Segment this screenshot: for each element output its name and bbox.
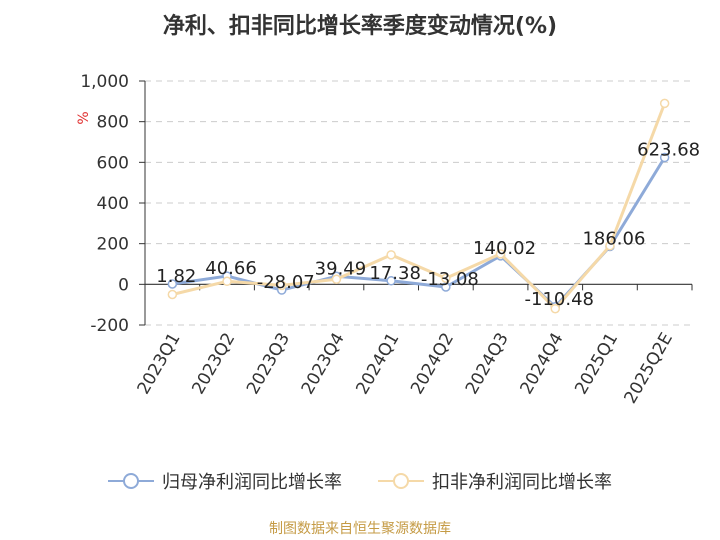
data-label: 623.68 [637, 140, 700, 161]
x-tick-label: 2024Q3 [462, 330, 513, 398]
legend-series2-label: 扣非净利润同比增长率 [432, 472, 612, 493]
y-tick-label: 200 [97, 235, 129, 255]
data-point-series1 [659, 152, 670, 163]
x-tick-label: 2024Q2 [407, 329, 458, 397]
series-lines [167, 98, 670, 314]
legend-series1-label: 归母净利润同比增长率 [162, 472, 342, 493]
x-tick-label: 2024Q1 [352, 330, 403, 398]
series-line-2 [171, 102, 667, 311]
data-point-series2 [550, 303, 560, 314]
data-label: 39.49 [315, 258, 367, 279]
data-point-series2 [605, 240, 615, 251]
data-point-series2 [441, 273, 451, 283]
x-tick-label: 2025Q1 [571, 330, 622, 398]
x-tick-label: 2023Q2 [188, 330, 239, 398]
legend-item-series1[interactable]: 归母净利润同比增长率 [108, 468, 342, 494]
data-point-series2 [277, 280, 287, 291]
legend-item-series2[interactable]: 扣非净利润同比增长率 [378, 468, 612, 494]
data-label: -110.48 [525, 289, 594, 310]
chart-title: 净利、扣非同比增长率季度变动情况(%) [162, 14, 558, 39]
legend-series2-swatch-icon [378, 473, 424, 489]
y-tick-label: -200 [90, 316, 129, 336]
y-axis-unit-label: % [76, 111, 92, 124]
legend-series1-swatch-icon [108, 473, 154, 489]
data-label: 17.38 [369, 263, 421, 284]
x-tick-label: 2023Q1 [134, 330, 185, 398]
legend: 归母净利润同比增长率 扣非净利润同比增长率 [0, 468, 720, 494]
x-tick-label: 2023Q3 [243, 330, 294, 398]
y-tick-label: 600 [97, 153, 129, 173]
data-point-series2 [659, 98, 670, 109]
data-label: 40.66 [205, 258, 257, 279]
x-tick-label: 2024Q4 [517, 330, 568, 398]
data-point-series2 [222, 276, 232, 287]
x-tick-label: 2025Q2E [621, 330, 677, 408]
source-note: 制图数据来自恒生聚源数据库 [269, 521, 451, 537]
data-point-series1 [167, 279, 178, 289]
y-tick-label: 800 [97, 113, 129, 133]
data-point-series2 [495, 249, 506, 259]
data-point-series2 [167, 289, 178, 300]
data-point-series1 [441, 282, 451, 292]
x-tick-label: 2023Q4 [298, 330, 349, 398]
grid-lines [145, 80, 692, 326]
data-point-series2 [331, 274, 342, 284]
data-label: 140.02 [473, 238, 536, 259]
data-label: 1.82 [156, 266, 196, 287]
y-tick-label: 400 [97, 194, 129, 214]
data-label: 186.06 [582, 229, 645, 250]
data-point-series1 [386, 276, 396, 286]
data-label: -28.07 [257, 272, 315, 293]
y-tick-label: 1,000 [80, 72, 129, 92]
data-point-series2 [386, 250, 396, 260]
data-label: -13.08 [421, 269, 479, 290]
y-tick-label: 0 [118, 275, 129, 295]
